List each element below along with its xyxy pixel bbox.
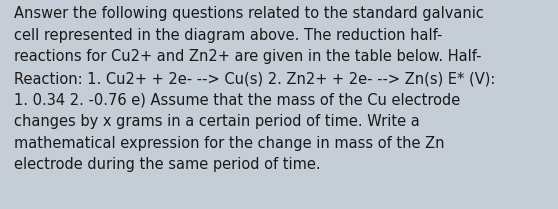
Text: Answer the following questions related to the standard galvanic
cell represented: Answer the following questions related t… (14, 6, 496, 172)
